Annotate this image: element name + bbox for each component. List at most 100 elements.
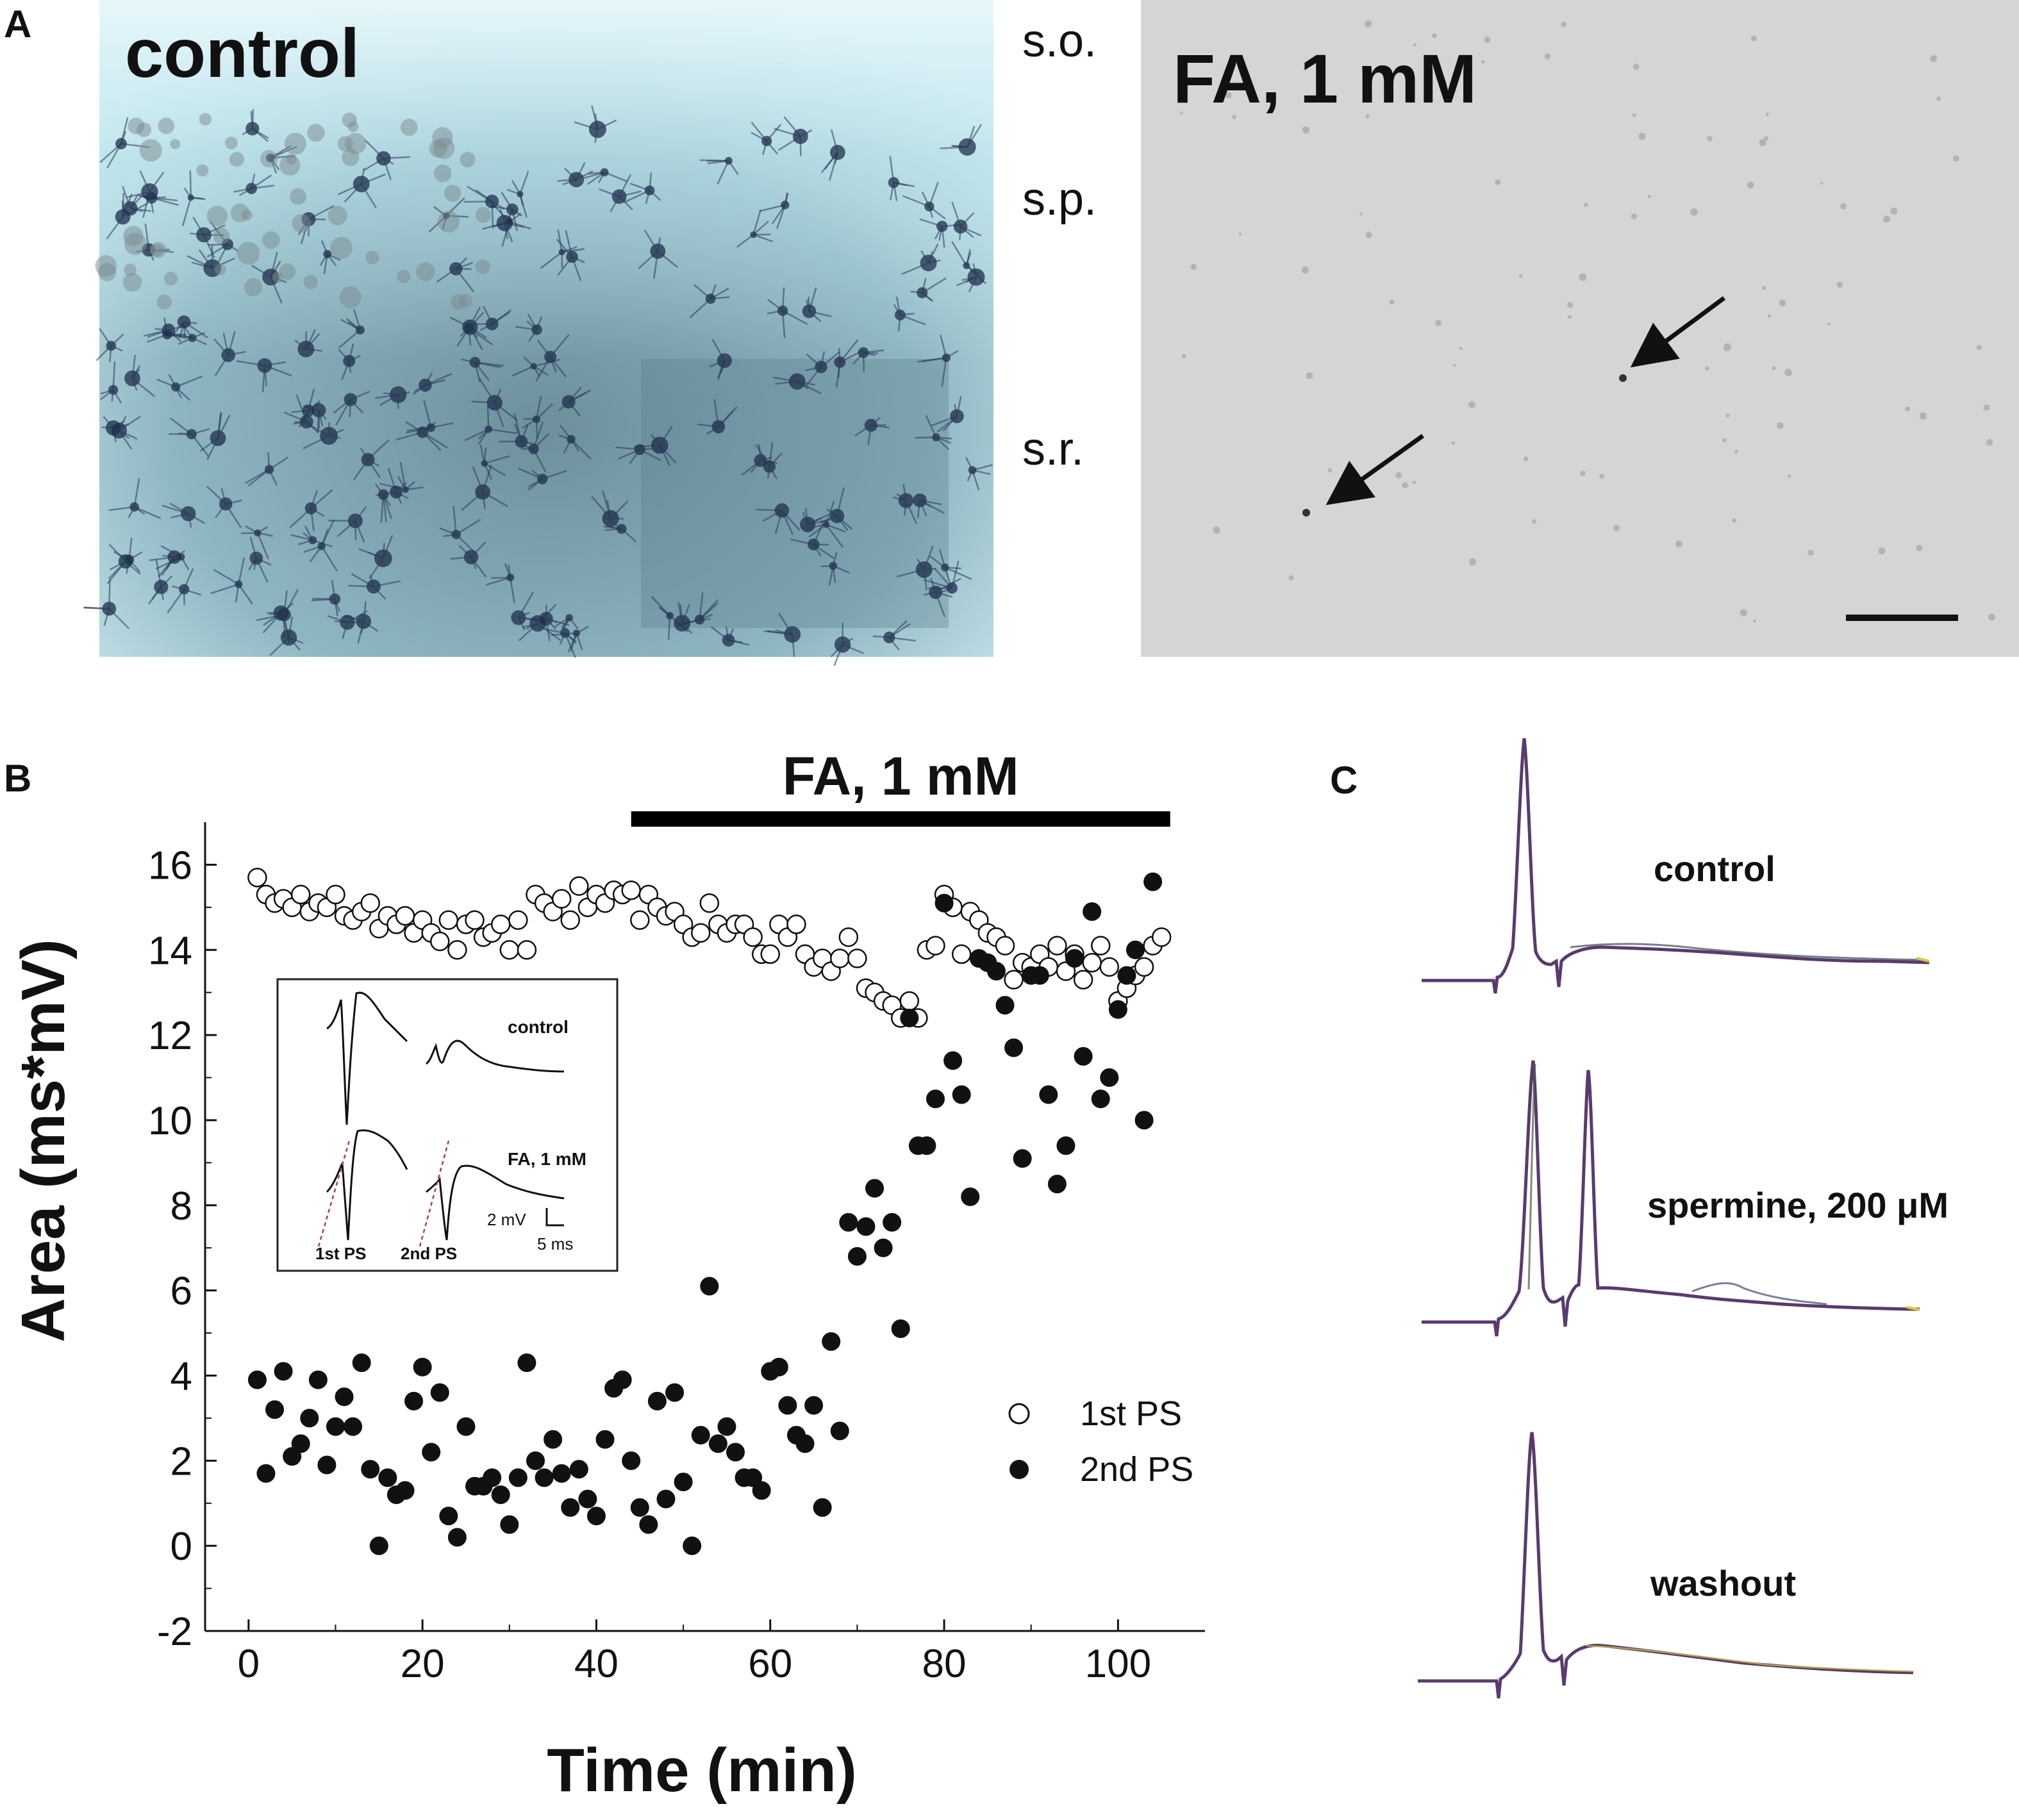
point-1st-ps bbox=[247, 868, 267, 888]
astrocyte bbox=[929, 549, 972, 586]
legend-label-2nd: 2nd PS bbox=[1080, 1450, 1193, 1489]
soma bbox=[451, 294, 467, 311]
astrocyte bbox=[535, 334, 570, 382]
point-2nd-ps bbox=[1143, 872, 1163, 891]
astrocyte bbox=[902, 181, 946, 220]
speck bbox=[1580, 470, 1586, 476]
astrocyte bbox=[493, 209, 525, 243]
speck bbox=[1740, 609, 1747, 616]
speck bbox=[1225, 92, 1232, 99]
point-1st-ps bbox=[847, 948, 867, 968]
y-tick-label: 8 bbox=[170, 1184, 192, 1228]
astrocyte bbox=[199, 412, 231, 461]
point-2nd-ps bbox=[274, 1362, 293, 1381]
astrocyte bbox=[888, 156, 915, 201]
speck bbox=[1633, 63, 1640, 70]
trace-control: control bbox=[1422, 738, 1930, 994]
x-tick-label: 100 bbox=[1085, 1642, 1151, 1686]
astrocyte bbox=[486, 563, 515, 603]
y-axis-title: Area (ms*mV) bbox=[9, 939, 78, 1343]
y-tick-label: 14 bbox=[148, 929, 192, 973]
astrocyte bbox=[363, 139, 410, 181]
arrow-2 bbox=[1325, 434, 1425, 506]
point-2nd-ps bbox=[344, 1417, 363, 1436]
inset-2nd-ps-label: 2nd PS bbox=[401, 1244, 457, 1263]
stained-astrocytes bbox=[83, 105, 993, 666]
soma bbox=[460, 151, 476, 168]
soma bbox=[199, 113, 212, 126]
soma bbox=[95, 255, 117, 277]
point-1st-ps bbox=[447, 940, 467, 960]
astrocyte bbox=[156, 374, 203, 401]
soma bbox=[284, 133, 306, 155]
speck bbox=[1916, 545, 1923, 552]
soma bbox=[272, 272, 284, 283]
astrocyte bbox=[162, 502, 206, 528]
point-1st-ps bbox=[438, 910, 459, 931]
astrocyte bbox=[923, 577, 961, 618]
speck bbox=[1567, 302, 1574, 308]
speck bbox=[1807, 549, 1814, 556]
point-2nd-ps bbox=[891, 1319, 910, 1338]
soma bbox=[337, 136, 353, 152]
astrocyte bbox=[603, 516, 637, 543]
point-1st-ps bbox=[560, 910, 580, 931]
speck bbox=[1632, 113, 1636, 117]
speck bbox=[1788, 474, 1791, 478]
point-2nd-ps bbox=[352, 1353, 371, 1373]
point-2nd-ps bbox=[439, 1507, 458, 1526]
point-1st-ps bbox=[1151, 927, 1172, 947]
astrocyte bbox=[169, 417, 210, 457]
speck bbox=[1452, 363, 1456, 367]
point-2nd-ps bbox=[917, 1136, 936, 1155]
astrocyte bbox=[461, 356, 504, 383]
point-2nd-ps bbox=[856, 1217, 876, 1236]
point-1st-ps bbox=[1004, 970, 1024, 990]
layer-label-sp: s.p. bbox=[1022, 174, 1097, 225]
point-2nd-ps bbox=[247, 1370, 267, 1389]
point-2nd-ps bbox=[491, 1485, 510, 1504]
astrocyte bbox=[710, 625, 749, 647]
point-2nd-ps bbox=[613, 1370, 632, 1389]
point-1st-ps bbox=[1073, 970, 1093, 990]
speck bbox=[1584, 203, 1588, 207]
point-2nd-ps bbox=[665, 1383, 685, 1402]
point-2nd-ps bbox=[256, 1464, 276, 1483]
soma bbox=[163, 271, 178, 286]
point-2nd-ps bbox=[317, 1455, 336, 1475]
astrocyte bbox=[518, 467, 567, 491]
astrocyte bbox=[633, 426, 677, 466]
speck bbox=[1468, 401, 1475, 408]
point-1st-ps bbox=[926, 936, 945, 956]
point-2nd-ps bbox=[569, 1460, 588, 1479]
astrocyte bbox=[852, 347, 885, 372]
astrocyte bbox=[551, 625, 590, 653]
speck bbox=[1752, 619, 1756, 623]
point-2nd-ps bbox=[795, 1434, 815, 1453]
astrocyte bbox=[436, 257, 474, 293]
speck bbox=[1905, 406, 1910, 412]
point-1st-ps bbox=[1099, 957, 1120, 977]
speck bbox=[1459, 347, 1463, 351]
point-2nd-ps bbox=[1047, 1175, 1067, 1194]
fa-tissue-specks bbox=[1179, 20, 1996, 623]
point-2nd-ps bbox=[1134, 1111, 1154, 1130]
speck bbox=[1952, 155, 1959, 162]
astrocyte bbox=[374, 483, 392, 524]
astrocyte bbox=[965, 456, 993, 491]
astrocyte bbox=[100, 361, 122, 404]
astrocyte bbox=[471, 377, 519, 427]
astrocyte bbox=[896, 545, 936, 591]
astrocyte bbox=[439, 505, 481, 553]
point-2nd-ps bbox=[447, 1528, 467, 1547]
point-2nd-ps bbox=[483, 1468, 502, 1487]
panel-c: C control spermine, 200 μM washout bbox=[1330, 738, 1948, 1699]
point-2nd-ps bbox=[517, 1353, 536, 1373]
soma bbox=[433, 164, 452, 183]
speck bbox=[1302, 509, 1310, 517]
astrocyte bbox=[790, 522, 835, 559]
point-2nd-ps bbox=[1100, 1068, 1119, 1088]
point-2nd-ps bbox=[1013, 1149, 1032, 1168]
point-2nd-ps bbox=[647, 1391, 667, 1410]
astrocyte bbox=[291, 388, 321, 427]
